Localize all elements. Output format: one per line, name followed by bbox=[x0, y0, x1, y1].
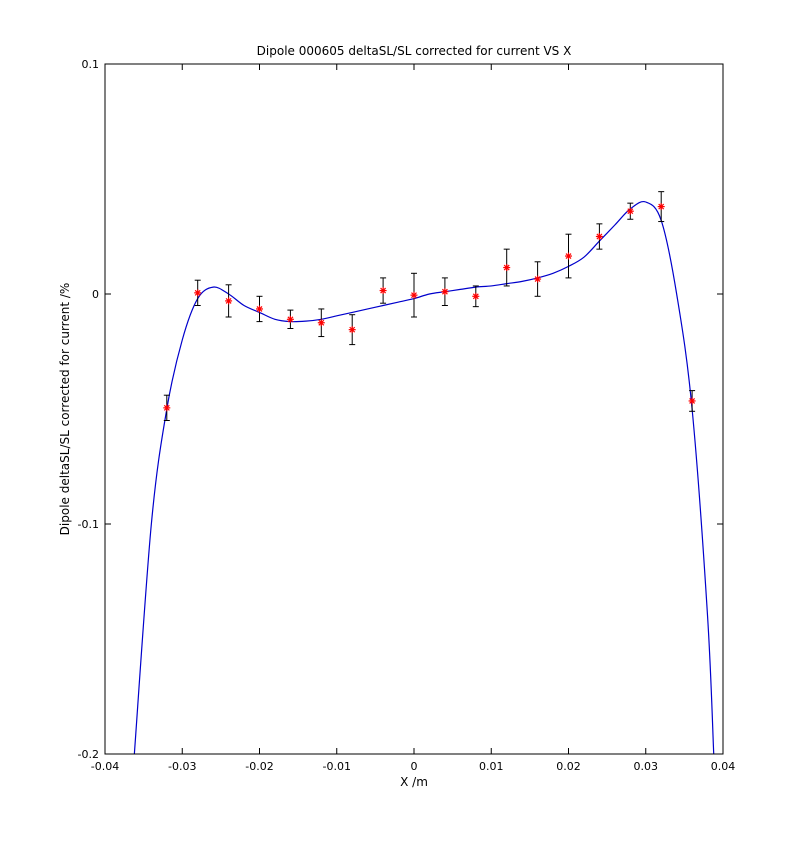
star-marker-stroke bbox=[658, 203, 665, 210]
data-point bbox=[503, 248, 511, 287]
data-point bbox=[595, 223, 603, 250]
star-marker-stroke bbox=[256, 306, 263, 312]
data-point bbox=[348, 314, 356, 346]
y-tick-label: -0.1 bbox=[78, 518, 99, 531]
data-point bbox=[626, 202, 634, 220]
star-marker-stroke bbox=[534, 276, 541, 282]
star-marker-stroke bbox=[349, 326, 356, 333]
data-points-layer bbox=[163, 191, 696, 421]
star-marker-stroke bbox=[163, 404, 170, 411]
x-tick-label: 0.04 bbox=[711, 760, 736, 773]
chart-title: Dipole 000605 deltaSL/SL corrected for c… bbox=[257, 44, 572, 58]
star-marker-stroke bbox=[225, 297, 232, 304]
y-tick-label: 0 bbox=[92, 288, 99, 301]
y-axis-label: Dipole deltaSL/SL corrected for current … bbox=[58, 283, 72, 536]
star-marker-stroke bbox=[194, 289, 201, 296]
star-marker-stroke bbox=[411, 292, 417, 299]
star-marker-stroke bbox=[441, 288, 448, 295]
star-marker-stroke bbox=[565, 253, 572, 259]
x-tick-label: 0.01 bbox=[479, 760, 504, 773]
plot-area bbox=[105, 64, 723, 754]
x-tick-label: 0 bbox=[411, 760, 418, 773]
star-marker-stroke bbox=[627, 208, 634, 215]
y-tick-label: 0.1 bbox=[82, 58, 100, 71]
star-marker-stroke bbox=[380, 287, 387, 294]
data-point bbox=[441, 277, 449, 306]
data-point bbox=[657, 191, 665, 223]
x-tick-label: -0.02 bbox=[245, 760, 273, 773]
star-marker-stroke bbox=[596, 233, 603, 240]
star-marker-stroke bbox=[472, 293, 479, 300]
x-tick-label: -0.04 bbox=[91, 760, 119, 773]
ticks-layer: -0.04 -0.03 -0.02 -0.01 0 0.01 0.02 0.03 0.04 -0.… bbox=[78, 58, 736, 773]
y-tick-label: -0.2 bbox=[78, 748, 99, 761]
fit-curve bbox=[133, 200, 715, 754]
star-marker-stroke bbox=[503, 264, 510, 271]
data-point bbox=[379, 277, 387, 304]
x-axis-label: X /m bbox=[400, 775, 428, 789]
x-tick-label: -0.01 bbox=[323, 760, 351, 773]
x-tick-label: 0.02 bbox=[556, 760, 581, 773]
data-point bbox=[688, 390, 696, 412]
data-point bbox=[286, 309, 294, 329]
data-point bbox=[225, 284, 233, 318]
data-point bbox=[194, 279, 202, 306]
data-point bbox=[410, 272, 418, 318]
fit-curve-layer bbox=[133, 200, 715, 754]
x-tick-label: 0.03 bbox=[634, 760, 659, 773]
data-point bbox=[256, 295, 263, 323]
star-marker-stroke bbox=[689, 398, 696, 404]
star-marker-stroke bbox=[287, 316, 294, 323]
data-point bbox=[565, 233, 572, 279]
data-point bbox=[534, 261, 542, 297]
data-point bbox=[472, 285, 480, 308]
x-tick-label: -0.03 bbox=[168, 760, 196, 773]
data-point bbox=[317, 308, 325, 338]
star-marker-stroke bbox=[318, 319, 325, 326]
data-point bbox=[163, 394, 171, 421]
